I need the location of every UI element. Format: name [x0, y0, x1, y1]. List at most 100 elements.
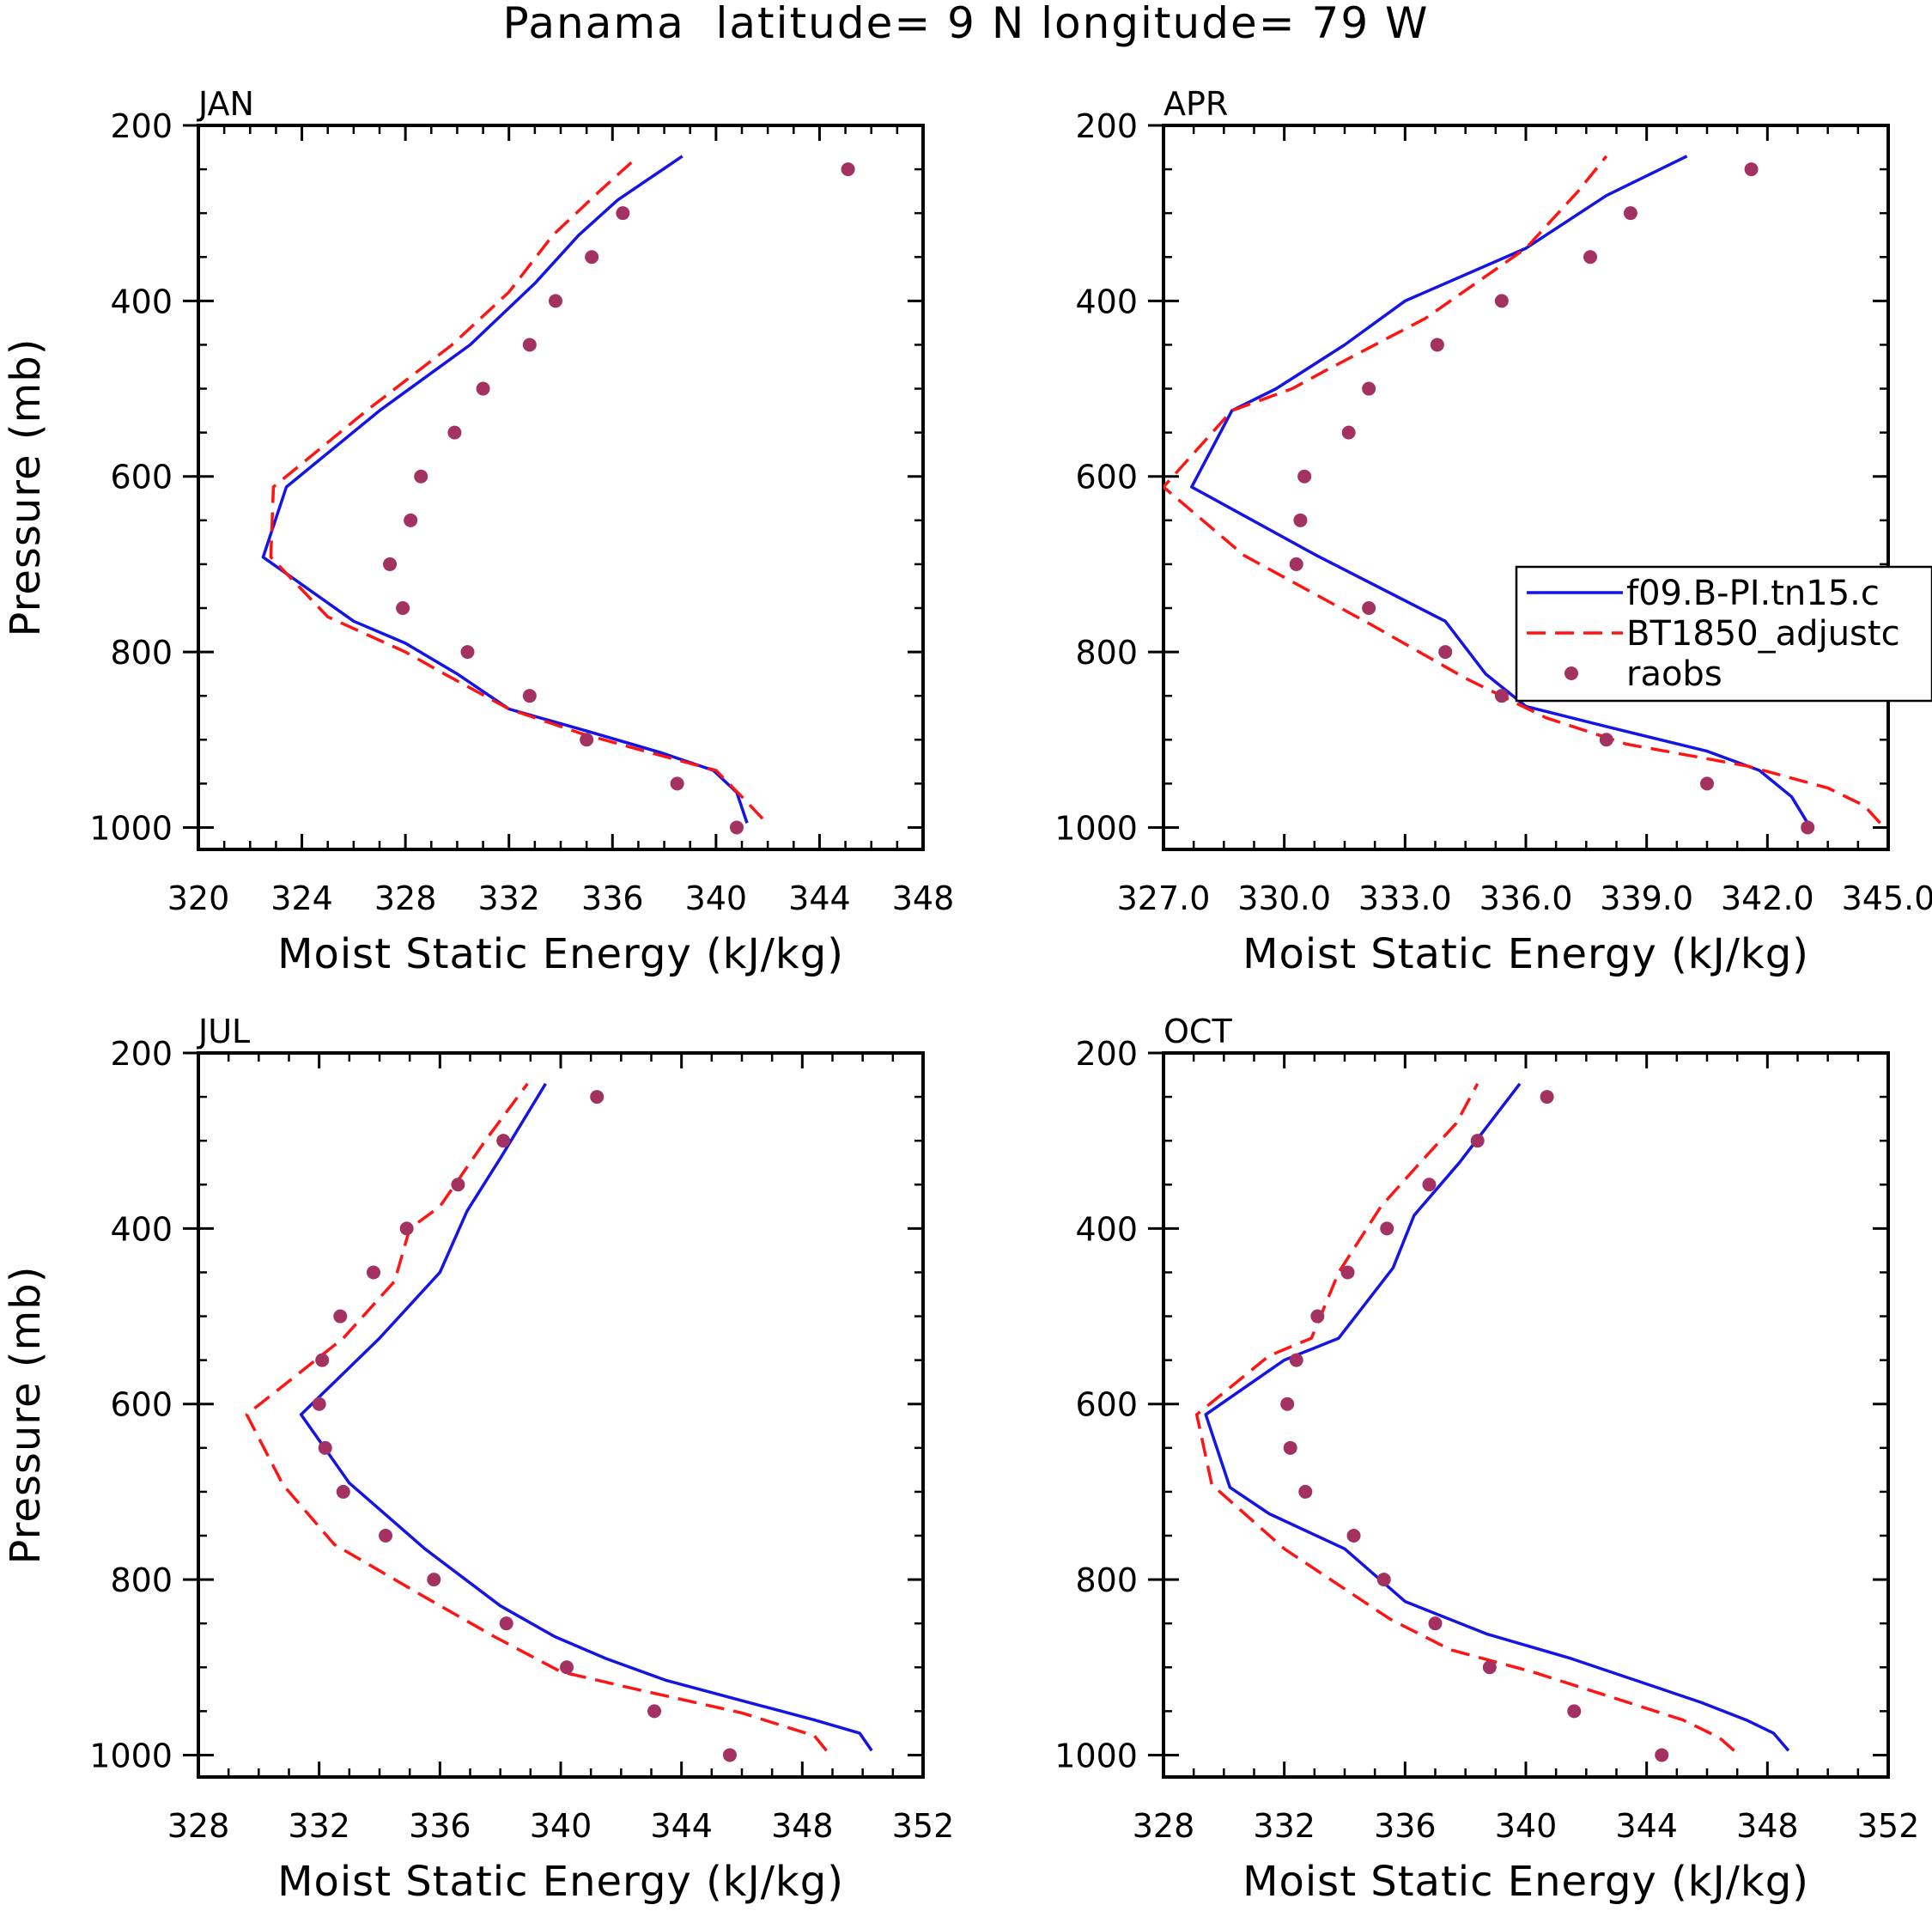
raobs-point [647, 1704, 662, 1719]
raobs-point [399, 1221, 414, 1236]
x-tick-label: 348 [892, 879, 955, 917]
raobs-point [379, 1529, 393, 1543]
raobs-point [1801, 820, 1815, 835]
panel-title: APR [1163, 85, 1228, 123]
raobs-point [1599, 733, 1613, 747]
raobs-point [383, 557, 398, 571]
raobs-point [1283, 1440, 1297, 1455]
raobs-point [414, 469, 428, 484]
panel-oct: 328 332 336 340 344 348 352 200 400 600 800 1000 OCT… [1054, 1013, 1919, 1906]
raobs-point [1362, 601, 1376, 615]
raobs-point [616, 206, 630, 221]
raobs-point [522, 338, 537, 352]
series-line-bt1850 [269, 155, 764, 820]
x-tick-label: 328 [167, 1807, 230, 1845]
y-tick-label: 600 [1075, 459, 1138, 496]
panel-jul: 328 332 336 340 344 348 352 200 400 600 800 1000 JUL… [2, 1013, 954, 1906]
raobs-point [366, 1265, 380, 1280]
raobs-point [1623, 206, 1637, 221]
raobs-point [1567, 1704, 1582, 1719]
raobs-point [590, 1090, 605, 1105]
x-tick-label: 328 [374, 879, 437, 917]
y-axis-label: Pressure (mb) [2, 1266, 50, 1565]
x-tick-label: 348 [1736, 1807, 1799, 1845]
raobs-point [1280, 1397, 1295, 1411]
y-tick-label: 400 [1075, 1210, 1138, 1248]
raobs-point [1298, 1484, 1313, 1499]
raobs-point [1430, 338, 1444, 352]
raobs-point [1494, 689, 1509, 703]
raobs-point [522, 689, 537, 703]
raobs-point [396, 601, 410, 615]
raobs-point [580, 733, 594, 747]
legend-label: raobs [1626, 654, 1722, 694]
x-axis-label: Moist Static Energy (kJ/kg) [1242, 1858, 1809, 1906]
x-tick-label: 332 [1253, 1807, 1315, 1845]
series-group [1163, 155, 1881, 835]
series-group [1194, 1082, 1790, 1762]
series-line-f09 [261, 155, 749, 824]
raobs-point [1438, 645, 1453, 660]
series-line-bt1850 [245, 1082, 828, 1752]
raobs-point [336, 1484, 350, 1499]
x-tick-label: 344 [1615, 1807, 1678, 1845]
series-line-f09 [1190, 155, 1809, 825]
y-tick-label: 800 [110, 634, 173, 672]
raobs-point [1340, 1265, 1355, 1280]
raobs-point [1346, 1529, 1361, 1543]
raobs-point [1289, 557, 1303, 571]
x-tick-label: 332 [288, 1807, 350, 1845]
legend-label: f09.B-PI.tn15.c [1626, 574, 1880, 613]
raobs-point [841, 162, 855, 177]
y-tick-label: 1000 [89, 1737, 173, 1774]
y-tick-label: 400 [110, 283, 173, 320]
y-tick-label: 200 [110, 1035, 173, 1073]
legend-marker [1564, 666, 1578, 680]
series-line-f09 [1204, 1082, 1790, 1752]
raobs-point [312, 1397, 326, 1411]
panel-title: JAN [197, 85, 254, 123]
raobs-point [315, 1353, 330, 1367]
y-tick-label: 1000 [1054, 809, 1138, 847]
raobs-point [1380, 1221, 1394, 1236]
raobs-point [1655, 1748, 1669, 1762]
legend-label: BT1850_adjustc [1626, 614, 1900, 654]
raobs-point [722, 1748, 737, 1762]
x-tick-label: 348 [771, 1807, 834, 1845]
x-tick-label: 336 [581, 879, 644, 917]
y-tick-label: 1000 [1054, 1737, 1138, 1774]
x-tick-label: 333.0 [1358, 879, 1452, 917]
raobs-point [1540, 1090, 1554, 1105]
x-tick-label: 336.0 [1479, 879, 1573, 917]
y-tick-label: 600 [110, 459, 173, 496]
x-tick-label: 328 [1133, 1807, 1195, 1845]
x-tick-label: 342.0 [1721, 879, 1814, 917]
raobs-point [1428, 1616, 1443, 1631]
raobs-point [476, 381, 490, 396]
y-tick-label: 200 [1075, 1035, 1138, 1073]
y-tick-label: 800 [110, 1561, 173, 1599]
raobs-point [1470, 1134, 1485, 1148]
y-tick-label: 800 [1075, 634, 1138, 672]
y-tick-label: 800 [1075, 1561, 1138, 1599]
x-tick-label: 332 [477, 879, 540, 917]
figure-title: Panama latitude= 9 N longitude= 79 W [503, 0, 1430, 48]
y-tick-label: 600 [1075, 1386, 1138, 1424]
x-tick-label: 352 [1857, 1807, 1920, 1845]
plot-frame [197, 124, 925, 851]
x-tick-label: 336 [1374, 1807, 1437, 1845]
raobs-point [1297, 469, 1312, 484]
raobs-point [333, 1309, 348, 1324]
y-tick-label: 600 [110, 1386, 173, 1424]
raobs-point [560, 1660, 574, 1675]
raobs-point [1700, 776, 1714, 791]
raobs-point [1422, 1178, 1437, 1192]
series-group [245, 1082, 873, 1762]
raobs-point [318, 1440, 332, 1455]
raobs-point [1482, 1660, 1497, 1675]
x-tick-label: 327.0 [1117, 879, 1211, 917]
raobs-point [460, 645, 475, 660]
series-line-f09 [299, 1082, 873, 1752]
x-axis-label: Moist Static Energy (kJ/kg) [1242, 930, 1809, 978]
